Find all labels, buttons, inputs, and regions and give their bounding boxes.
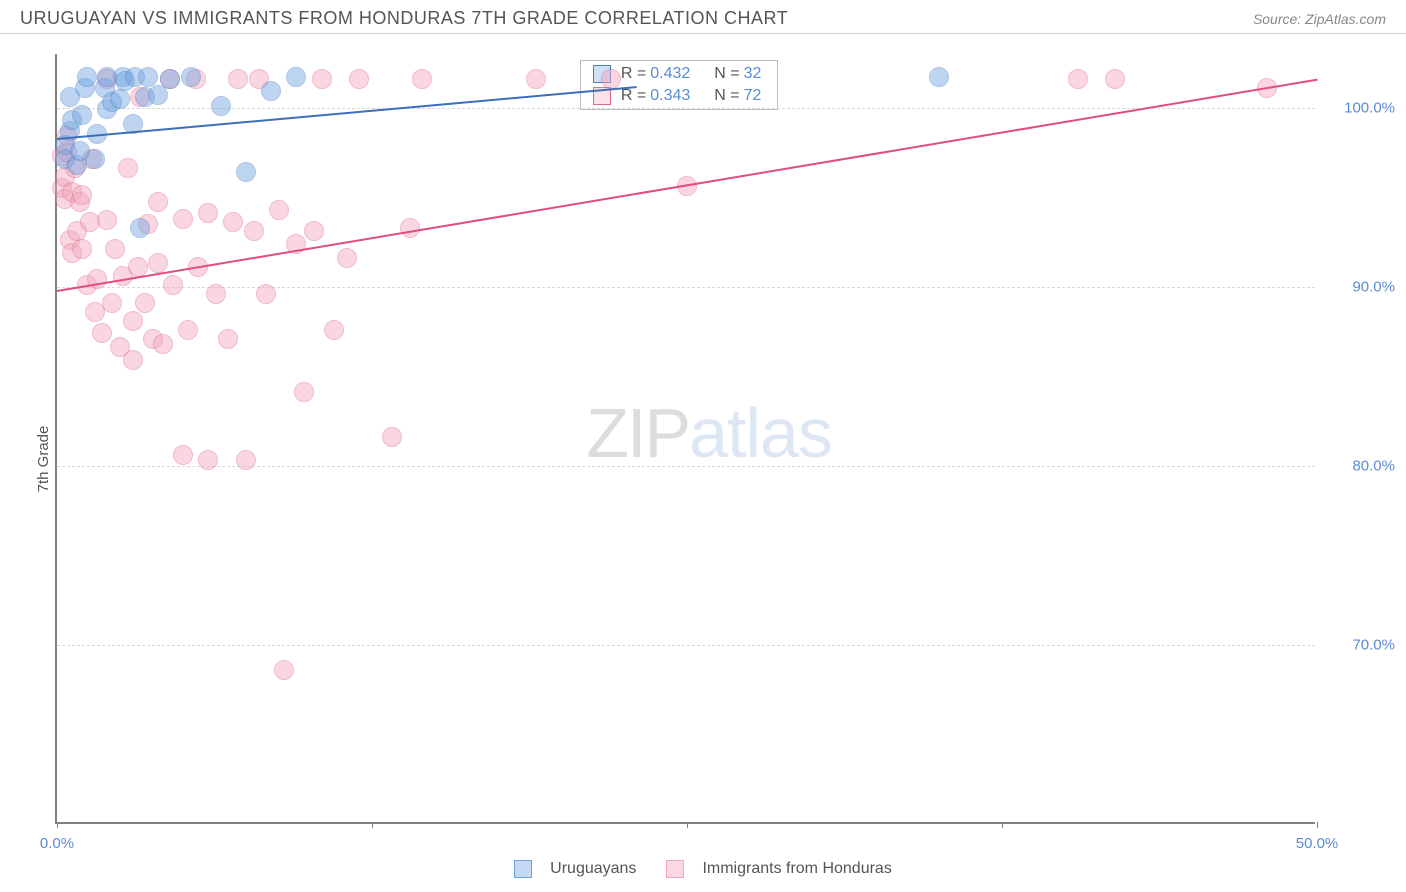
stat-r-label: R =	[621, 87, 646, 105]
scatter-point	[206, 284, 226, 304]
stat-n-value: 72	[744, 87, 762, 105]
scatter-point	[123, 350, 143, 370]
watermark-rest: atlas	[689, 394, 832, 472]
scatter-point	[337, 248, 357, 268]
scatter-point	[118, 158, 138, 178]
scatter-point	[274, 660, 294, 680]
chart-container: 7th Grade ZIPatlas R = 0.432 N = 32 R = 0.…	[0, 34, 1406, 884]
scatter-point	[148, 253, 168, 273]
x-tick-label: 0.0%	[40, 835, 74, 852]
scatter-point	[349, 69, 369, 89]
scatter-point	[1105, 69, 1125, 89]
scatter-point	[105, 239, 125, 259]
x-tick-mark	[1002, 822, 1003, 828]
gridline-h	[57, 645, 1315, 646]
scatter-point	[123, 311, 143, 331]
scatter-point	[148, 192, 168, 212]
stat-n-label: N =	[714, 65, 739, 83]
stat-r-value: 0.343	[650, 87, 690, 105]
watermark: ZIPatlas	[586, 393, 832, 473]
scatter-point	[400, 218, 420, 238]
stat-r-value: 0.432	[650, 65, 690, 83]
scatter-point	[130, 218, 150, 238]
scatter-point	[85, 149, 105, 169]
scatter-point	[526, 69, 546, 89]
scatter-point	[256, 284, 276, 304]
legend-swatch	[666, 860, 684, 878]
legend-swatch	[514, 860, 532, 878]
scatter-point	[77, 67, 97, 87]
scatter-point	[160, 69, 180, 89]
scatter-point	[148, 85, 168, 105]
scatter-point	[128, 257, 148, 277]
scatter-point	[294, 382, 314, 402]
stat-n-value: 32	[744, 65, 762, 83]
y-tick-label: 70.0%	[1325, 636, 1395, 653]
scatter-point	[198, 203, 218, 223]
scatter-point	[97, 210, 117, 230]
stat-r-label: R =	[621, 65, 646, 83]
scatter-point	[211, 96, 231, 116]
scatter-point	[173, 445, 193, 465]
scatter-point	[110, 89, 130, 109]
scatter-point	[269, 200, 289, 220]
legend-label: Immigrants from Honduras	[702, 860, 891, 878]
scatter-point	[228, 69, 248, 89]
scatter-point	[286, 67, 306, 87]
x-tick-mark	[372, 822, 373, 828]
legend-item: Immigrants from Honduras	[666, 860, 891, 878]
scatter-point	[92, 323, 112, 343]
scatter-point	[102, 293, 122, 313]
scatter-point	[601, 69, 621, 89]
scatter-point	[135, 293, 155, 313]
scatter-point	[304, 221, 324, 241]
scatter-point	[198, 450, 218, 470]
scatter-point	[173, 209, 193, 229]
gridline-h	[57, 108, 1315, 109]
scatter-point	[223, 212, 243, 232]
scatter-point	[181, 67, 201, 87]
scatter-point	[72, 239, 92, 259]
scatter-point	[72, 105, 92, 125]
scatter-point	[72, 185, 92, 205]
legend-label: Uruguayans	[550, 860, 636, 878]
scatter-point	[312, 69, 332, 89]
x-tick-mark	[1317, 822, 1318, 828]
scatter-point	[1068, 69, 1088, 89]
y-tick-label: 100.0%	[1325, 99, 1395, 116]
scatter-point	[218, 329, 238, 349]
chart-title: URUGUAYAN VS IMMIGRANTS FROM HONDURAS 7T…	[20, 8, 788, 29]
scatter-point	[929, 67, 949, 87]
scatter-point	[236, 162, 256, 182]
scatter-point	[261, 81, 281, 101]
x-tick-mark	[687, 822, 688, 828]
scatter-point	[382, 427, 402, 447]
stat-n-label: N =	[714, 87, 739, 105]
legend-item: Uruguayans	[514, 860, 636, 878]
scatter-point	[163, 275, 183, 295]
y-axis-label: 7th Grade	[35, 426, 52, 493]
y-tick-label: 90.0%	[1325, 278, 1395, 295]
watermark-zip: ZIP	[586, 394, 689, 472]
x-tick-mark	[57, 822, 58, 828]
x-tick-label: 50.0%	[1296, 835, 1339, 852]
scatter-point	[244, 221, 264, 241]
scatter-point	[153, 334, 173, 354]
y-tick-label: 80.0%	[1325, 457, 1395, 474]
trend-line	[57, 79, 1317, 292]
scatter-point	[324, 320, 344, 340]
plot-area: ZIPatlas R = 0.432N = 32R = 0.343N = 72 …	[55, 54, 1315, 824]
gridline-h	[57, 287, 1315, 288]
scatter-point	[236, 450, 256, 470]
scatter-point	[412, 69, 432, 89]
chart-header: URUGUAYAN VS IMMIGRANTS FROM HONDURAS 7T…	[0, 0, 1406, 34]
source-attribution: Source: ZipAtlas.com	[1253, 11, 1386, 27]
bottom-legend: Uruguayans Immigrants from Honduras	[0, 860, 1406, 878]
scatter-point	[178, 320, 198, 340]
scatter-point	[138, 67, 158, 87]
